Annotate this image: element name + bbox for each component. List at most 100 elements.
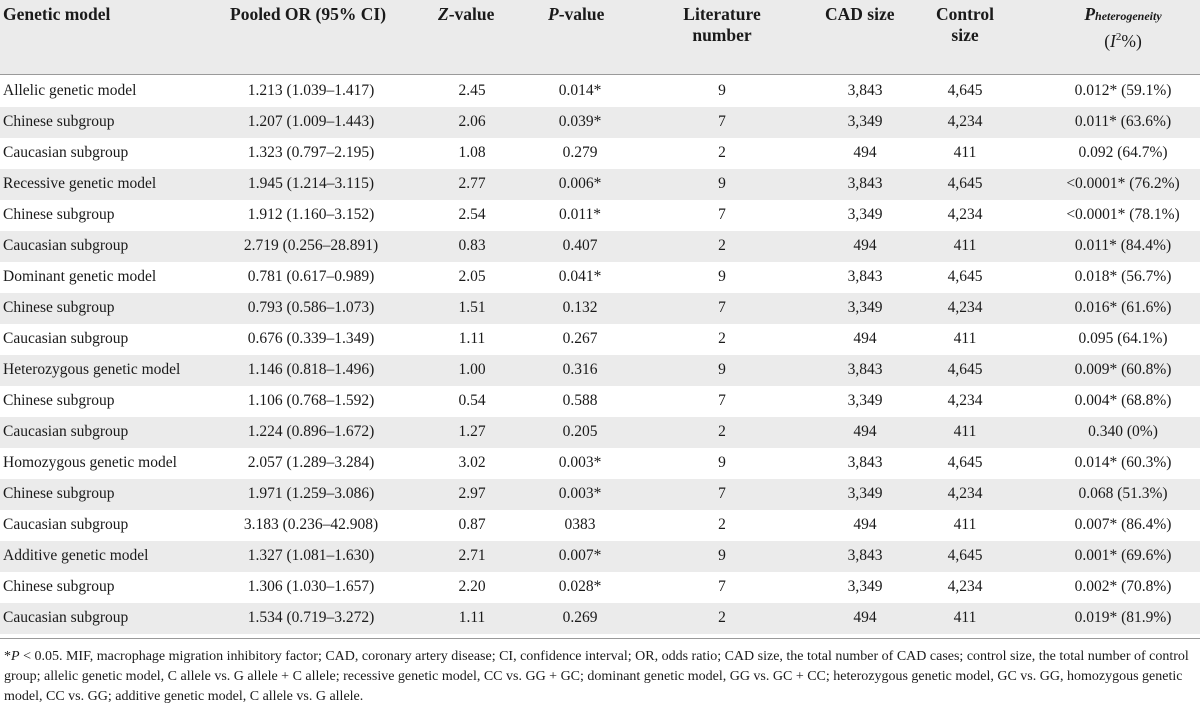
header-control-line2: size bbox=[951, 25, 979, 45]
table-row: Caucasian subgroup 0.676 (0.339–1.349) 1.1… bbox=[0, 324, 1200, 355]
bottom-rule bbox=[0, 638, 1200, 639]
cell-pooled-or: 1.146 (0.818–1.496) bbox=[247, 361, 375, 378]
cell-control-size: 4,234 bbox=[947, 485, 983, 502]
cell-literature-number: 2 bbox=[718, 144, 726, 161]
cell-control-size: 4,645 bbox=[947, 361, 983, 378]
header-p-heterogeneity: Pheterogeneity (I2%) bbox=[1048, 4, 1198, 52]
cell-literature-number: 7 bbox=[718, 578, 726, 595]
cell-genetic-model: Allelic genetic model bbox=[3, 82, 137, 99]
cell-z-value: 2.45 bbox=[458, 82, 486, 99]
footnote-p-symbol: P bbox=[11, 649, 20, 664]
cell-cad-size: 3,843 bbox=[847, 175, 883, 192]
cell-p-heterogeneity: 0.011* (84.4%) bbox=[1074, 237, 1172, 254]
table-row: Recessive genetic model 1.945 (1.214–3.11… bbox=[0, 169, 1200, 200]
cell-genetic-model: Dominant genetic model bbox=[3, 268, 157, 285]
cell-pooled-or: 1.534 (0.719–3.272) bbox=[247, 609, 375, 626]
header-phet-sup: 2 bbox=[1115, 31, 1122, 43]
cell-literature-number: 2 bbox=[718, 330, 726, 347]
header-phet-subscript: heterogeneity bbox=[1095, 9, 1162, 23]
cell-control-size: 4,645 bbox=[947, 454, 983, 471]
cell-genetic-model: Caucasian subgroup bbox=[3, 144, 129, 161]
cell-p-heterogeneity: <0.0001* (78.1%) bbox=[1066, 206, 1180, 223]
table-row: Caucasian subgroup 1.534 (0.719–3.272) 1.1… bbox=[0, 603, 1200, 634]
cell-p-heterogeneity: <0.0001* (76.2%) bbox=[1066, 175, 1180, 192]
cell-pooled-or: 1.207 (1.009–1.443) bbox=[247, 113, 375, 130]
cell-p-value: 0.041* bbox=[558, 268, 602, 285]
cell-pooled-or: 1.224 (0.896–1.672) bbox=[247, 423, 375, 440]
table-row: Heterozygous genetic model 1.146 (0.818–1… bbox=[0, 355, 1200, 386]
cell-genetic-model: Caucasian subgroup bbox=[3, 516, 129, 533]
cell-p-heterogeneity: 0.011* (63.6%) bbox=[1074, 113, 1172, 130]
header-phet-pct: %) bbox=[1121, 30, 1142, 51]
cell-genetic-model: Additive genetic model bbox=[3, 547, 149, 564]
cell-p-value: 0.003* bbox=[558, 454, 602, 471]
cell-p-value: 0.588 bbox=[562, 392, 598, 409]
cell-pooled-or: 1.306 (1.030–1.657) bbox=[247, 578, 375, 595]
cell-genetic-model: Chinese subgroup bbox=[3, 299, 115, 316]
cell-cad-size: 3,843 bbox=[847, 361, 883, 378]
cell-genetic-model: Chinese subgroup bbox=[3, 485, 115, 502]
cell-literature-number: 7 bbox=[718, 206, 726, 223]
header-phet-open: ( bbox=[1104, 30, 1111, 51]
cell-pooled-or: 1.213 (1.039–1.417) bbox=[247, 82, 375, 99]
cell-z-value: 2.06 bbox=[458, 113, 486, 130]
cell-p-heterogeneity: 0.340 (0%) bbox=[1088, 423, 1158, 440]
cell-p-value: 0.006* bbox=[558, 175, 602, 192]
cell-p-heterogeneity: 0.092 (64.7%) bbox=[1078, 144, 1168, 161]
footnote-text: < 0.05. MIF, macrophage migration inhibi… bbox=[4, 649, 1189, 704]
cell-cad-size: 3,843 bbox=[847, 454, 883, 471]
header-p-value: P-value bbox=[548, 4, 604, 25]
cell-genetic-model: Heterozygous genetic model bbox=[3, 361, 181, 378]
header-z-suffix: -value bbox=[448, 4, 495, 24]
cell-control-size: 4,234 bbox=[947, 578, 983, 595]
table-row: Dominant genetic model 0.781 (0.617–0.989… bbox=[0, 262, 1200, 293]
cell-p-value: 0.267 bbox=[562, 330, 598, 347]
cell-control-size: 411 bbox=[953, 237, 977, 254]
cell-p-heterogeneity: 0.018* (56.7%) bbox=[1074, 268, 1172, 285]
cell-z-value: 2.20 bbox=[458, 578, 486, 595]
cell-p-heterogeneity: 0.014* (60.3%) bbox=[1074, 454, 1172, 471]
table-row: Caucasian subgroup 2.719 (0.256–28.891) 0.… bbox=[0, 231, 1200, 262]
cell-p-value: 0.407 bbox=[562, 237, 598, 254]
header-control-size: Control size bbox=[915, 4, 1015, 46]
cell-literature-number: 9 bbox=[718, 175, 726, 192]
cell-pooled-or: 0.676 (0.339–1.349) bbox=[247, 330, 375, 347]
cell-genetic-model: Homozygous genetic model bbox=[3, 454, 177, 471]
table-row: Caucasian subgroup 1.323 (0.797–2.195) 1.0… bbox=[0, 138, 1200, 169]
table-footnote: *P < 0.05. MIF, macrophage migration inh… bbox=[4, 647, 1196, 707]
header-phet-line1: Pheterogeneity bbox=[1048, 4, 1198, 27]
cell-z-value: 2.97 bbox=[458, 485, 486, 502]
cell-genetic-model: Chinese subgroup bbox=[3, 113, 115, 130]
cell-z-value: 1.11 bbox=[458, 330, 486, 347]
cell-p-heterogeneity: 0.002* (70.8%) bbox=[1074, 578, 1172, 595]
cell-z-value: 2.05 bbox=[458, 268, 486, 285]
header-phet-line2: (I2%) bbox=[1048, 27, 1198, 52]
header-genetic-model: Genetic model bbox=[3, 4, 111, 24]
cell-p-heterogeneity: 0.009* (60.8%) bbox=[1074, 361, 1172, 378]
cell-control-size: 4,234 bbox=[947, 392, 983, 409]
cell-control-size: 4,645 bbox=[947, 268, 983, 285]
cell-literature-number: 7 bbox=[718, 392, 726, 409]
cell-control-size: 4,234 bbox=[947, 113, 983, 130]
cell-literature-number: 2 bbox=[718, 516, 726, 533]
cell-literature-number: 9 bbox=[718, 454, 726, 471]
cell-p-heterogeneity: 0.012* (59.1%) bbox=[1074, 82, 1172, 99]
cell-p-value: 0.132 bbox=[562, 299, 598, 316]
header-phet-symbol: P bbox=[1084, 4, 1096, 24]
header-p-symbol: P bbox=[548, 4, 559, 24]
cell-cad-size: 3,843 bbox=[847, 268, 883, 285]
cell-literature-number: 9 bbox=[718, 361, 726, 378]
cell-cad-size: 3,349 bbox=[847, 299, 883, 316]
cell-p-heterogeneity: 0.001* (69.6%) bbox=[1074, 547, 1172, 564]
table-row: Caucasian subgroup 1.224 (0.896–1.672) 1.2… bbox=[0, 417, 1200, 448]
cell-cad-size: 3,843 bbox=[847, 547, 883, 564]
cell-pooled-or: 1.327 (1.081–1.630) bbox=[247, 547, 375, 564]
cell-literature-number: 2 bbox=[718, 237, 726, 254]
cell-cad-size: 494 bbox=[853, 423, 877, 440]
cell-genetic-model: Chinese subgroup bbox=[3, 392, 115, 409]
cell-p-value: 0.316 bbox=[562, 361, 598, 378]
cell-p-value: 0.028* bbox=[558, 578, 602, 595]
table-row: Chinese subgroup 1.306 (1.030–1.657) 2.20 0… bbox=[0, 572, 1200, 603]
cell-pooled-or: 1.106 (0.768–1.592) bbox=[247, 392, 375, 409]
cell-cad-size: 3,349 bbox=[847, 206, 883, 223]
